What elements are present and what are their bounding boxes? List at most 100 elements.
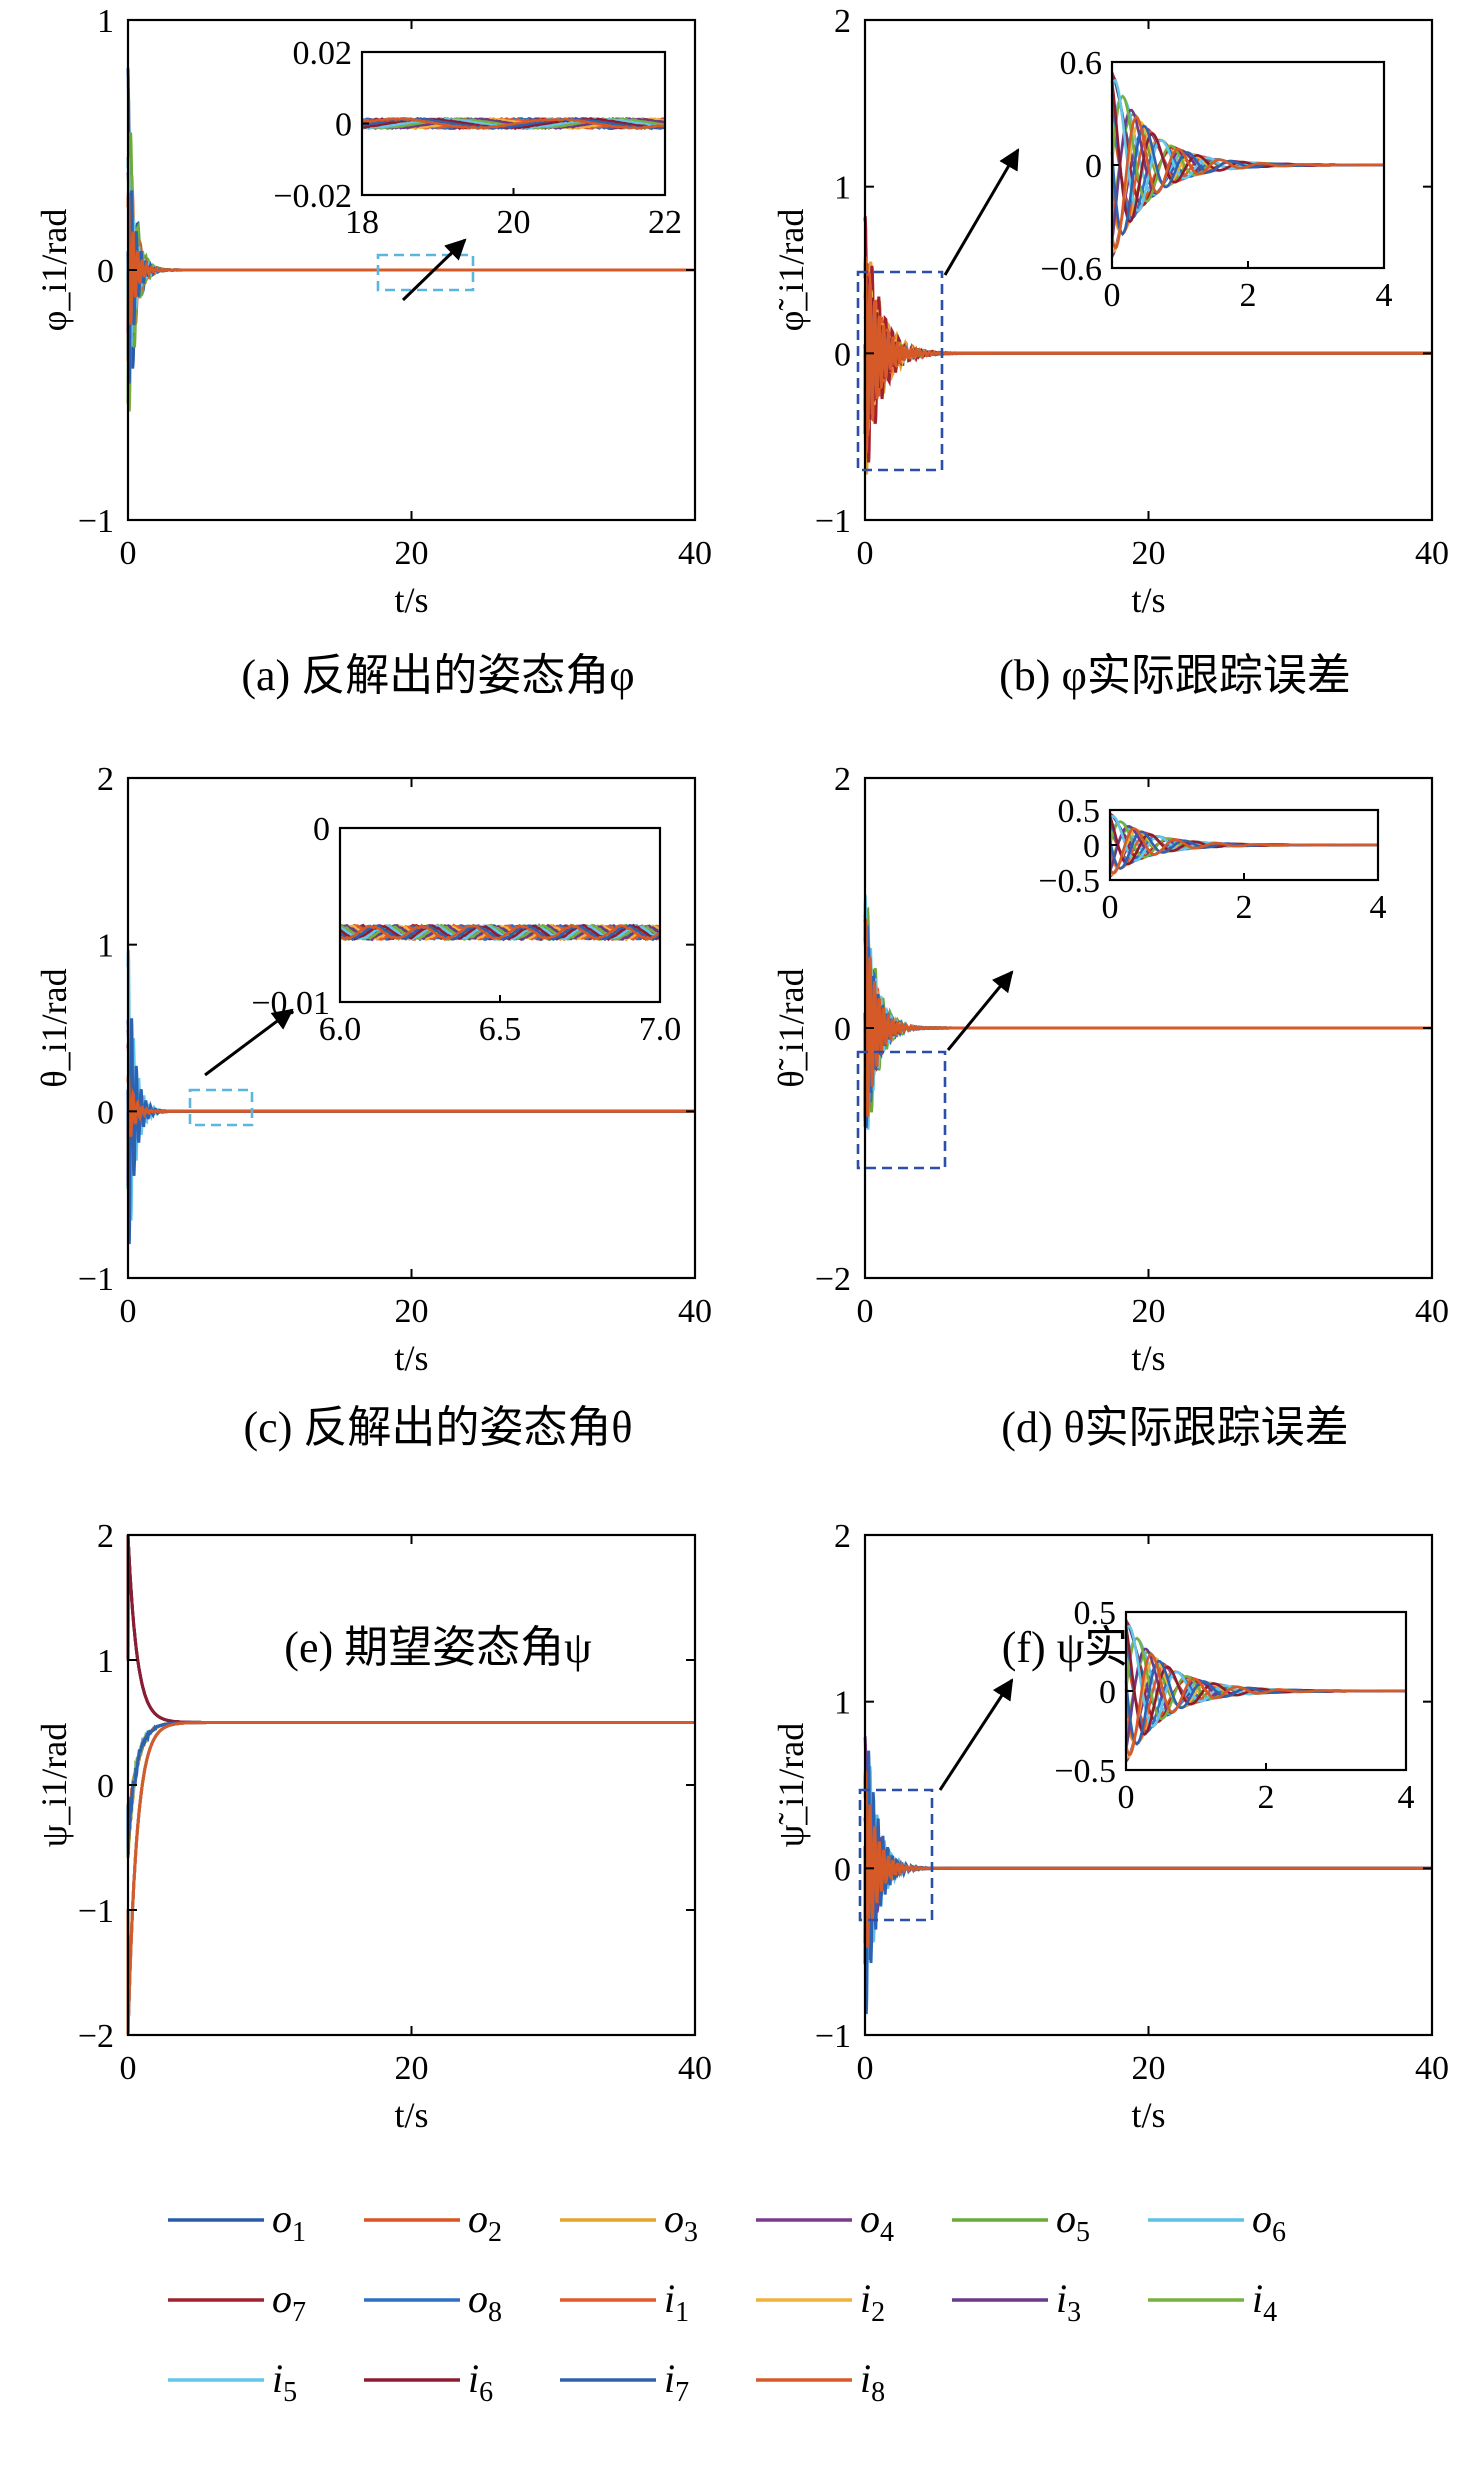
- x-tick-label: 0: [120, 1293, 137, 1330]
- legend-label: o8: [468, 2276, 502, 2328]
- legend-label-subscript: 1: [675, 2297, 689, 2328]
- inset-x-tick-label: 18: [345, 204, 379, 241]
- zoom-arrow: [938, 1678, 1014, 1791]
- series-line-o2: [126, 1054, 695, 1157]
- inset-x-tick-label: 7.0: [639, 1011, 682, 1048]
- legend-label-base: i: [468, 2356, 479, 2401]
- x-axis-label: t/s: [1131, 580, 1165, 620]
- legend-entry-o3: o3: [560, 2196, 698, 2248]
- legend-label-base: i: [860, 2276, 871, 2321]
- inset-y-tick-label: 0: [335, 107, 352, 144]
- legend-entry-o6: o6: [1148, 2196, 1286, 2248]
- series-line-o6: [126, 1721, 695, 1853]
- y-axis-label: θ_i1/rad: [34, 968, 74, 1087]
- inset-y-tick-label: 0.6: [1060, 45, 1103, 82]
- legend-entry-i4: i4: [1148, 2276, 1277, 2328]
- series-line-o6: [863, 994, 1432, 1069]
- series-line-i5: [126, 1721, 695, 2035]
- legend-label-base: o: [860, 2196, 880, 2241]
- legend-label-base: o: [468, 2276, 488, 2321]
- series-line-i4: [863, 299, 1432, 419]
- inset-plot: 6.0 6.5 7.0 0 −0.01: [251, 811, 681, 1048]
- series-line-o4: [863, 315, 1432, 384]
- legend-label-subscript: 2: [488, 2217, 502, 2248]
- series-line-i2: [126, 196, 695, 323]
- series-line-i4: [863, 967, 1432, 1105]
- zoom-arrow: [401, 238, 467, 302]
- legend-entry-o8: o8: [364, 2276, 502, 2328]
- inset-x-tick-label: 2: [1258, 1779, 1275, 1816]
- panel-caption: (a) 反解出的姿态角φ: [241, 651, 634, 700]
- series-line-o8: [863, 924, 1432, 1122]
- y-tick-label: −1: [78, 1261, 114, 1298]
- inset-x-tick-label: 2: [1240, 277, 1257, 314]
- y-tick-label: 2: [834, 3, 851, 40]
- inset-y-tick-label: 0.5: [1058, 793, 1101, 830]
- inset-y-tick-label: −0.5: [1038, 863, 1100, 900]
- zoom-arrow: [204, 1008, 294, 1077]
- series-line-i7: [126, 190, 695, 384]
- y-tick-label: 2: [97, 761, 114, 798]
- inset-series-line: [1124, 1652, 1406, 1757]
- panel-caption: (e) 期望姿态角ψ: [284, 1623, 591, 1672]
- x-tick-label: 0: [857, 2050, 874, 2087]
- legend-label-base: i: [860, 2356, 871, 2401]
- y-axis-label: φ̃_i1/rad: [771, 209, 811, 332]
- inset-y-tick-label: 0.5: [1074, 1595, 1117, 1632]
- inset-plot: 0 2 40.60−0.6: [1040, 45, 1392, 314]
- inset-series-line: [339, 923, 661, 942]
- inset-y-tick-label: −0.5: [1054, 1753, 1116, 1790]
- y-axis-label: ψ_i1/rad: [34, 1723, 74, 1848]
- series-line-i5: [863, 894, 1432, 1130]
- y-tick-label: −1: [78, 503, 114, 540]
- x-tick-label: 0: [120, 2050, 137, 2087]
- series-line-i7: [126, 1721, 695, 1855]
- series-line-o7: [863, 1779, 1432, 1933]
- series-line-i4: [863, 1810, 1432, 1943]
- y-tick-label: 2: [97, 1518, 114, 1555]
- series-line-i3: [126, 216, 695, 333]
- series-line-o2: [863, 263, 1432, 423]
- x-tick-label: 0: [857, 535, 874, 572]
- series-line-o1: [863, 1817, 1432, 1903]
- x-tick-label: 20: [395, 535, 429, 572]
- legend-label-base: o: [468, 2196, 488, 2241]
- legend-label: o4: [860, 2196, 894, 2248]
- series-line-o5: [863, 1777, 1432, 1943]
- x-tick-label: 40: [678, 2050, 712, 2087]
- inset-x-tick-label: 6.0: [319, 1011, 362, 1048]
- inset-plot: 0 2 40.50−0.5: [1054, 1595, 1414, 1816]
- legend-label-subscript: 3: [1067, 2297, 1081, 2328]
- series-line-i7: [863, 947, 1432, 1128]
- series-line-i5: [863, 285, 1432, 407]
- series-line-i2: [863, 1774, 1432, 1941]
- legend-label-base: o: [664, 2196, 684, 2241]
- legend-label: o7: [272, 2276, 306, 2328]
- y-tick-label: −2: [815, 1261, 851, 1298]
- series-line-i7: [863, 301, 1432, 415]
- y-tick-label: −2: [78, 2018, 114, 2055]
- series-line-o5: [863, 906, 1432, 1127]
- series-line-i6: [126, 218, 695, 334]
- legend-label: o2: [468, 2196, 502, 2248]
- series-line-o6: [863, 1765, 1432, 2010]
- inset-y-tick-label: −0.01: [251, 985, 330, 1022]
- legend-entry-o1: o1: [168, 2196, 306, 2248]
- inset-plot: 0 2 40.50−0.5: [1038, 793, 1386, 926]
- inset-x-tick-label: 6.5: [479, 1011, 522, 1048]
- legend-label: o1: [272, 2196, 306, 2248]
- legend-label-subscript: 5: [1076, 2217, 1090, 2248]
- inset-series-line: [361, 117, 666, 130]
- y-tick-label: 1: [97, 3, 114, 40]
- zoom-region-box: [188, 1088, 254, 1127]
- legend-label: i7: [664, 2356, 689, 2408]
- legend-label-subscript: 7: [292, 2297, 306, 2328]
- series-line-i6: [863, 1800, 1432, 1944]
- legend-label-subscript: 4: [880, 2217, 894, 2248]
- series-line-i1: [126, 1721, 695, 1845]
- inset-x-tick-label: 4: [1376, 277, 1393, 314]
- legend-label-subscript: 6: [1272, 2217, 1286, 2248]
- inset-x-tick-label: 20: [497, 204, 531, 241]
- legend-entry-i6: i6: [364, 2356, 493, 2408]
- legend-label: i2: [860, 2276, 885, 2328]
